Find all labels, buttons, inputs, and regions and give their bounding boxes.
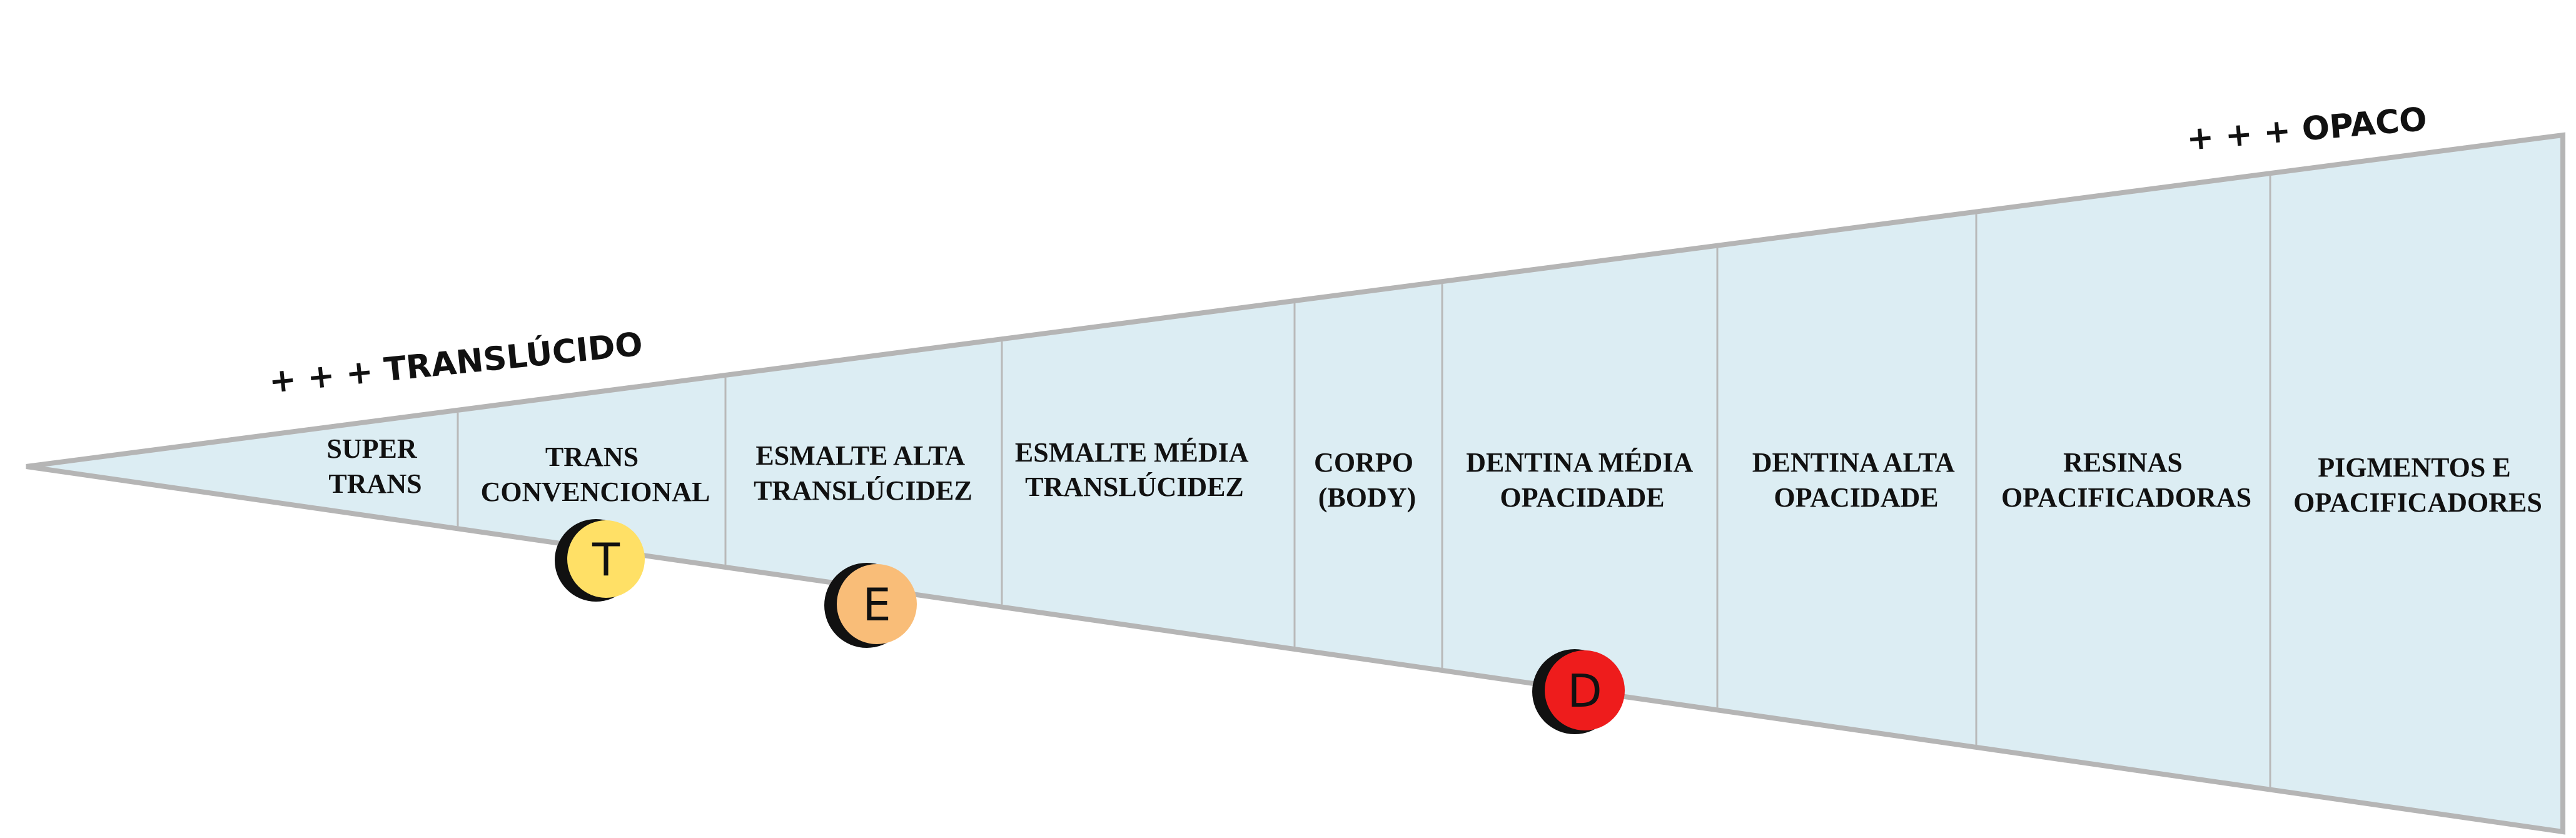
category-label-corpo: CORPO (BODY) (1314, 447, 1420, 513)
marker-e: E (824, 563, 917, 648)
category-label-dentina-media: DENTINA MÉDIA OPACIDADE (1466, 447, 1699, 513)
marker-e-disc (837, 564, 917, 644)
opaque-end-label: + + + OPACO (2185, 101, 2428, 158)
category-label-esmalte-alta: ESMALTE ALTA TRANSLÚCIDEZ (754, 440, 972, 506)
section-dividers (457, 176, 2271, 787)
marker-d-disc (1545, 650, 1625, 730)
category-label-pigmentos: PIGMENTOS E OPACIFICADORES (2293, 452, 2542, 518)
category-labels: SUPER TRANS TRANS CONVENCIONAL ESMALTE A… (326, 433, 2542, 518)
translucent-end-label: + + + TRANSLÚCIDO (267, 325, 644, 401)
category-label-trans-convencional: TRANS CONVENCIONAL (481, 442, 710, 507)
category-label-super-trans: SUPER TRANS (326, 433, 423, 499)
category-label-resinas: RESINAS OPACIFICADORAS (2001, 447, 2251, 513)
marker-e-letter: E (862, 578, 891, 631)
marker-d: D (1532, 649, 1625, 734)
marker-t: T (555, 519, 645, 602)
category-label-esmalte-media: ESMALTE MÉDIA TRANSLÚCIDEZ (1015, 437, 1254, 502)
marker-d-letter: D (1567, 665, 1602, 717)
marker-t-disc (567, 520, 645, 598)
marker-t-letter: T (592, 533, 620, 586)
category-label-dentina-alta: DENTINA ALTA OPACIDADE (1752, 447, 1961, 513)
